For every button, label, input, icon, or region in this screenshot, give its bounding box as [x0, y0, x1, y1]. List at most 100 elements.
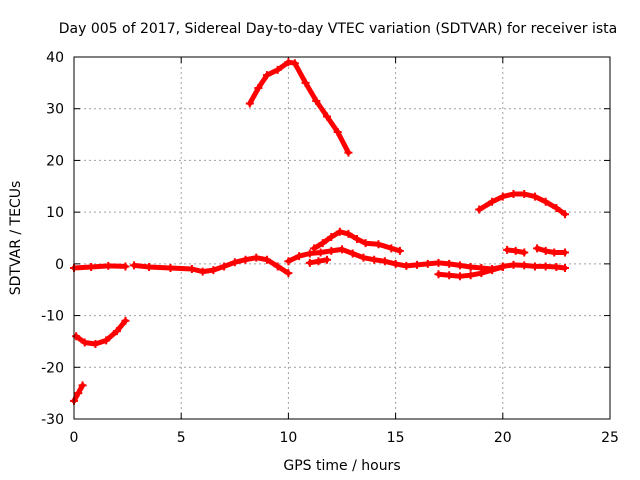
data-point [145, 262, 154, 271]
data-point [305, 249, 314, 258]
data-point [316, 248, 325, 257]
data-point [245, 99, 254, 108]
data-point [477, 269, 486, 278]
data-point [466, 271, 475, 280]
data-point [273, 262, 282, 271]
data-point [455, 261, 464, 270]
series-arc-7 [311, 229, 403, 254]
data-point [498, 262, 507, 271]
data-point [327, 232, 336, 241]
data-point [560, 263, 569, 272]
series-group [70, 58, 569, 405]
data-point [87, 262, 96, 271]
data-point [273, 65, 282, 74]
data-point [310, 244, 319, 253]
data-point [560, 248, 569, 257]
data-point [209, 266, 218, 275]
data-point [353, 235, 362, 244]
data-point [295, 252, 304, 261]
plot-frame [73, 56, 611, 420]
data-point [314, 257, 323, 266]
x-tick-label: 20 [494, 430, 512, 446]
data-point [541, 246, 550, 255]
data-point [318, 239, 327, 248]
data-point [187, 265, 196, 274]
data-point [102, 336, 111, 345]
data-point [488, 197, 497, 206]
data-point [413, 260, 422, 269]
data-point [550, 248, 559, 257]
data-point [166, 263, 175, 272]
data-point [370, 255, 379, 264]
x-tick-label: 0 [70, 430, 79, 446]
data-point [509, 190, 518, 199]
data-point [520, 248, 529, 257]
data-point [520, 190, 529, 199]
data-point [348, 249, 357, 258]
x-tick-label: 25 [601, 430, 619, 446]
data-point [80, 338, 89, 347]
data-point [475, 205, 484, 214]
data-point [560, 210, 569, 219]
data-point [262, 255, 271, 264]
series-arc-3 [71, 263, 128, 271]
data-point [230, 258, 239, 267]
data-point [434, 270, 443, 279]
data-point [284, 269, 293, 278]
data-point [327, 246, 336, 255]
data-point [455, 272, 464, 281]
data-point [552, 204, 561, 213]
data-point [335, 227, 344, 236]
data-point [359, 253, 368, 262]
series-arc-12 [534, 245, 568, 255]
series-arc-2 [73, 318, 128, 347]
y-tick-label: -10 [41, 309, 64, 325]
data-point [380, 257, 389, 266]
data-point [130, 261, 139, 270]
data-point [466, 262, 475, 271]
data-point [387, 244, 396, 253]
data-point [91, 340, 100, 349]
data-point [312, 96, 321, 105]
data-point [112, 327, 121, 336]
data-point [488, 266, 497, 275]
x-axis-label: GPS time / hours [283, 458, 400, 474]
data-point [530, 262, 539, 271]
y-tick-label: 10 [46, 205, 64, 221]
y-tick-label: 40 [46, 50, 64, 66]
data-point [423, 259, 432, 268]
data-point [322, 255, 331, 264]
data-point [121, 316, 130, 325]
data-point [374, 240, 383, 249]
data-point [498, 192, 507, 201]
data-point [290, 59, 299, 68]
data-point [509, 260, 518, 269]
data-point [541, 262, 550, 271]
chart-title: Day 005 of 2017, Sidereal Day-to-day VTE… [59, 21, 617, 37]
data-point [322, 112, 331, 121]
data-point [284, 58, 293, 67]
data-point [533, 244, 542, 253]
y-tick-label: 20 [46, 153, 64, 169]
data-point [220, 262, 229, 271]
data-point [402, 261, 411, 270]
data-point [198, 267, 207, 276]
data-point [395, 246, 404, 255]
y-tick-label: 0 [55, 257, 64, 273]
data-point [503, 245, 512, 254]
data-point [72, 332, 81, 341]
data-point [552, 262, 561, 271]
data-point [344, 229, 353, 238]
y-tick-label: -20 [41, 360, 64, 376]
data-point [344, 148, 353, 157]
y-axis-label: SDTVAR / TECUs [8, 181, 24, 296]
data-point [104, 261, 113, 270]
data-point [391, 259, 400, 268]
data-point [305, 258, 314, 267]
data-point [333, 127, 342, 136]
grid [74, 57, 610, 419]
x-tick-label: 5 [177, 430, 186, 446]
data-point [511, 246, 520, 255]
data-point [284, 257, 293, 266]
